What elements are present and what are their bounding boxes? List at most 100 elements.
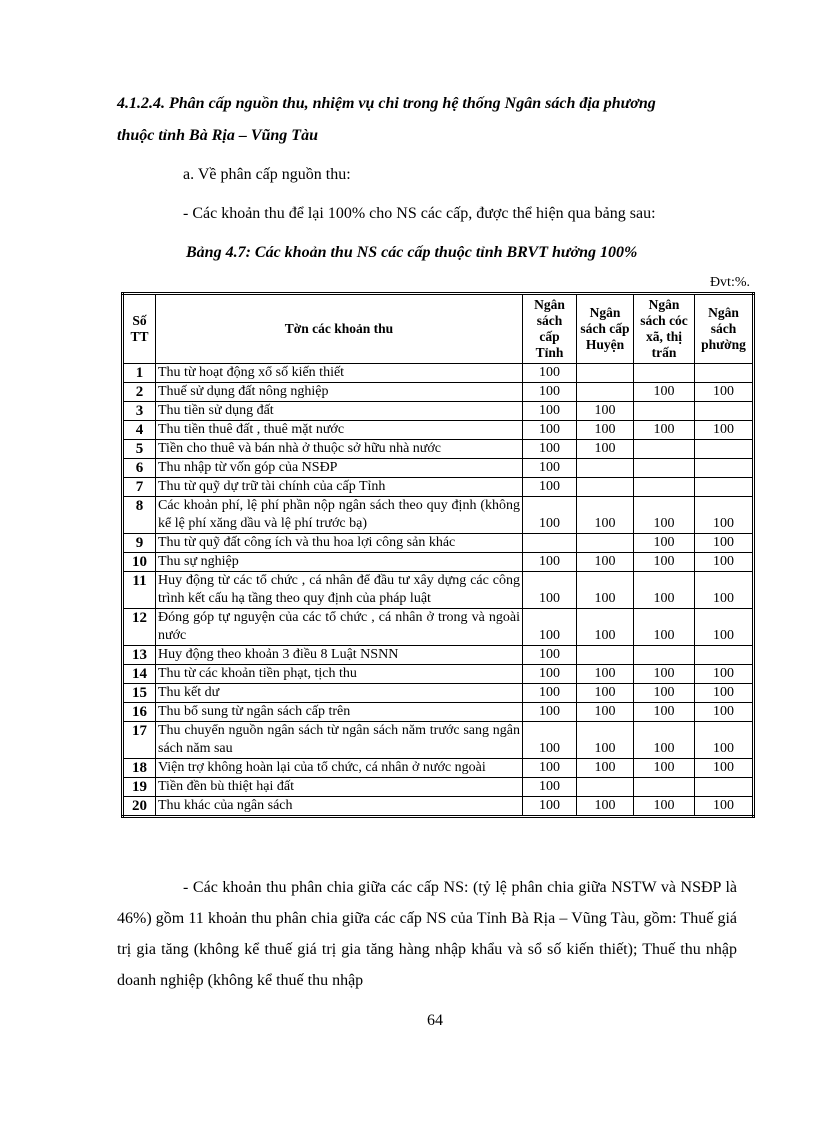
- table-row: 2 Thuế sử dụng đất nông nghiệp 100 100 100: [122, 382, 754, 402]
- row-number: 15: [122, 683, 156, 703]
- percent-cell: 100: [522, 458, 577, 478]
- table-row: 1 Thu từ hoạt động xổ số kiến thiết 100: [122, 363, 754, 383]
- percent-cell: [576, 533, 634, 553]
- header-ward: Ngân sách phường: [694, 293, 754, 364]
- row-number: 17: [122, 721, 156, 759]
- percent-cell: 100: [694, 664, 754, 684]
- percent-cell: 100: [522, 439, 577, 459]
- percent-cell: [576, 645, 634, 665]
- revenue-item-name: Thuế sử dụng đất nông nghiệp: [155, 382, 523, 402]
- table-row: 5 Tiền cho thuê và bán nhà ở thuộc sở hữu…: [122, 439, 754, 459]
- percent-cell: 100: [576, 664, 634, 684]
- row-number: 10: [122, 552, 156, 572]
- percent-cell: 100: [522, 401, 577, 421]
- percent-cell: 100: [633, 664, 695, 684]
- percent-cell: 100: [522, 777, 577, 797]
- percent-cell: 100: [633, 571, 695, 609]
- percent-cell: [633, 777, 695, 797]
- percent-cell: 100: [522, 496, 577, 534]
- table-row: 14 Thu từ các khoản tiền phạt, tịch thu 10…: [122, 664, 754, 684]
- percent-cell: [633, 401, 695, 421]
- row-number: 11: [122, 571, 156, 609]
- row-number: 16: [122, 702, 156, 722]
- percent-cell: [694, 363, 754, 383]
- table-row: 3 Thu tiền sử dụng đất 100 100: [122, 401, 754, 421]
- percent-cell: [694, 645, 754, 665]
- percent-cell: 100: [694, 758, 754, 778]
- table-row: 13 Huy động theo khoản 3 điều 8 Luật NSNN…: [122, 645, 754, 665]
- percent-cell: 100: [576, 721, 634, 759]
- percent-cell: [633, 458, 695, 478]
- percent-cell: 100: [522, 796, 577, 817]
- row-number: 5: [122, 439, 156, 459]
- percent-cell: 100: [694, 571, 754, 609]
- header-district: Ngân sách cấp Huyện: [576, 293, 634, 364]
- revenue-item-name: Thu bổ sung từ ngân sách cấp trên: [155, 702, 523, 722]
- table-header-row: Số TT Tờn các khoản thu Ngân sách cấp Tỉ…: [122, 293, 754, 364]
- revenue-item-name: Viện trợ không hoàn lại của tổ chức, cá …: [155, 758, 523, 778]
- percent-cell: 100: [576, 796, 634, 817]
- table-row: 9 Thu từ quỹ đất công ích và thu hoa lợi …: [122, 533, 754, 553]
- percent-cell: [694, 439, 754, 459]
- percent-cell: 100: [694, 552, 754, 572]
- section-heading-line1: 4.1.2.4. Phân cấp nguồn thu, nhiệm vụ ch…: [117, 95, 656, 112]
- percent-cell: 100: [522, 645, 577, 665]
- percent-cell: 100: [694, 496, 754, 534]
- percent-cell: 100: [694, 721, 754, 759]
- revenue-item-name: Thu sự nghiệp: [155, 552, 523, 572]
- percent-cell: [694, 458, 754, 478]
- row-number: 3: [122, 401, 156, 421]
- header-stt: Số TT: [122, 293, 156, 364]
- revenue-item-name: Tiền cho thuê và bán nhà ở thuộc sở hữu …: [155, 439, 523, 459]
- row-number: 18: [122, 758, 156, 778]
- percent-cell: 100: [522, 664, 577, 684]
- body-paragraph: - Các khoản thu phân chia giữa các cấp N…: [117, 879, 737, 989]
- percent-cell: 100: [694, 420, 754, 440]
- percent-cell: 100: [576, 552, 634, 572]
- table-row: 17 Thu chuyển nguồn ngân sách từ ngân sác…: [122, 721, 754, 759]
- percent-cell: 100: [633, 533, 695, 553]
- revenue-item-name: Thu từ các khoản tiền phạt, tịch thu: [155, 664, 523, 684]
- table-row: 7 Thu từ quỹ dự trữ tài chính của cấp Tỉn…: [122, 477, 754, 497]
- percent-cell: 100: [694, 608, 754, 646]
- revenue-item-name: Thu khác của ngân sách: [155, 796, 523, 817]
- table-row: 4 Thu tiền thuê đất , thuê mặt nước 100 100…: [122, 420, 754, 440]
- revenue-item-name: Tiền đền bù thiệt hại đất: [155, 777, 523, 797]
- row-number: 4: [122, 420, 156, 440]
- percent-cell: 100: [633, 702, 695, 722]
- revenue-item-name: Thu chuyển nguồn ngân sách từ ngân sách …: [155, 721, 523, 759]
- percent-cell: 100: [522, 382, 577, 402]
- percent-cell: 100: [576, 571, 634, 609]
- row-number: 9: [122, 533, 156, 553]
- percent-cell: 100: [633, 796, 695, 817]
- percent-cell: 100: [576, 608, 634, 646]
- table-row: 20 Thu khác của ngân sách 100 100 100 100: [122, 796, 754, 817]
- revenue-item-name: Huy động theo khoản 3 điều 8 Luật NSNN: [155, 645, 523, 665]
- percent-cell: 100: [576, 496, 634, 534]
- revenue-item-name: Huy động từ các tổ chức , cá nhân để đầu…: [155, 571, 523, 609]
- percent-cell: 100: [633, 420, 695, 440]
- percent-cell: 100: [633, 721, 695, 759]
- revenue-table: Số TT Tờn các khoản thu Ngân sách cấp Tỉ…: [121, 292, 755, 818]
- percent-cell: 100: [576, 401, 634, 421]
- section-heading-line2: thuộc tỉnh Bà Rịa – Vũng Tàu: [117, 127, 318, 144]
- row-number: 12: [122, 608, 156, 646]
- revenue-item-name: Thu từ hoạt động xổ số kiến thiết: [155, 363, 523, 383]
- table-row: 8 Các khoản phí, lệ phí phần nộp ngân sác…: [122, 496, 754, 534]
- percent-cell: 100: [522, 702, 577, 722]
- percent-cell: [576, 777, 634, 797]
- row-number: 1: [122, 363, 156, 383]
- percent-cell: 100: [522, 683, 577, 703]
- percent-cell: 100: [633, 552, 695, 572]
- table-row: 19 Tiền đền bù thiệt hại đất 100: [122, 777, 754, 797]
- percent-cell: 100: [694, 796, 754, 817]
- percent-cell: 100: [694, 702, 754, 722]
- percent-cell: 100: [522, 571, 577, 609]
- row-number: 6: [122, 458, 156, 478]
- percent-cell: 100: [633, 382, 695, 402]
- percent-cell: 100: [522, 420, 577, 440]
- percent-cell: [694, 401, 754, 421]
- percent-cell: 100: [694, 382, 754, 402]
- percent-cell: [694, 477, 754, 497]
- table-row: 11 Huy động từ các tổ chức , cá nhân để đ…: [122, 571, 754, 609]
